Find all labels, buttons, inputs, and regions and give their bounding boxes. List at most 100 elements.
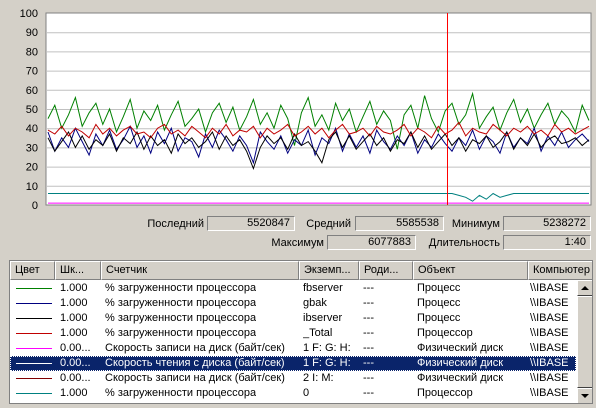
scroll-up-button[interactable] xyxy=(577,280,592,296)
cell-computer: \\IBASE xyxy=(530,327,569,339)
cell-parent: --- xyxy=(363,312,374,324)
cell-instance: 1 F: G: H: xyxy=(303,342,351,354)
series-line-3 xyxy=(47,130,590,170)
cell-instance: 2 I: M: xyxy=(303,372,334,384)
max-value: 6077883 xyxy=(327,235,416,250)
counter-row[interactable]: 1.000 % загруженности процессора fbserver -… xyxy=(10,281,576,296)
y-tick-label: 30 xyxy=(26,142,38,154)
column-header-instance[interactable]: Экземп... xyxy=(299,261,359,280)
duration-value: 1:40 xyxy=(503,235,591,250)
cell-object: Физический диск xyxy=(417,372,504,384)
cell-computer: \\IBASE xyxy=(530,342,569,354)
y-tick-label: 0 xyxy=(32,200,38,212)
series-line-1 xyxy=(47,91,590,150)
y-tick-label: 40 xyxy=(26,123,38,135)
color-swatch xyxy=(16,348,52,349)
cell-object: Физический диск xyxy=(417,342,504,354)
cell-object: Физический диск xyxy=(417,357,504,369)
cell-scale: 1.000 xyxy=(60,297,88,309)
arrow-up-icon xyxy=(581,286,589,290)
color-swatch xyxy=(16,393,52,394)
vertical-scrollbar[interactable] xyxy=(577,280,592,403)
counter-row[interactable]: 1.000 % загруженности процессора 0 --- Проце… xyxy=(10,386,576,401)
y-tick-label: 10 xyxy=(26,181,38,193)
cell-computer: \\IBASE xyxy=(530,282,569,294)
last-label: Последний xyxy=(147,218,204,230)
series-line-2 xyxy=(47,125,590,165)
series-line-4 xyxy=(47,121,590,139)
color-swatch xyxy=(16,303,52,304)
scroll-down-button[interactable] xyxy=(577,388,592,403)
cell-instance: _Total xyxy=(303,327,333,339)
cell-scale: 1.000 xyxy=(60,312,88,324)
counter-row[interactable]: 1.000 % загруженности процессора _Total ---… xyxy=(10,326,576,341)
column-header-color[interactable]: Цвет xyxy=(10,261,55,280)
cell-object: Процесс xyxy=(417,282,461,294)
color-swatch xyxy=(16,363,52,364)
cell-object: Процесс xyxy=(417,312,461,324)
avg-value: 5585538 xyxy=(355,216,444,231)
cell-scale: 1.000 xyxy=(60,387,88,399)
column-header-object[interactable]: Объект xyxy=(413,261,528,280)
min-value: 5238272 xyxy=(503,216,591,231)
cell-scale: 1.000 xyxy=(60,282,88,294)
cell-counter: Скорость записи на диск (байт/сек) xyxy=(105,372,285,384)
cell-counter: Скорость записи на диск (байт/сек) xyxy=(105,342,285,354)
cell-parent: --- xyxy=(363,357,374,369)
cell-computer: \\IBASE xyxy=(530,387,569,399)
color-swatch xyxy=(16,378,52,379)
cell-parent: --- xyxy=(363,297,374,309)
counter-row[interactable]: 0.00... Скорость чтения с диска (байт/сек… xyxy=(10,356,576,371)
color-swatch xyxy=(16,288,52,289)
y-tick-label: 100 xyxy=(20,8,38,20)
column-header-computer[interactable]: Компьютер xyxy=(528,261,592,280)
column-header-scale[interactable]: Шк... xyxy=(55,261,101,280)
cell-scale: 0.00... xyxy=(60,342,91,354)
color-swatch xyxy=(16,318,52,319)
cell-scale: 0.00... xyxy=(60,357,91,369)
y-tick-label: 70 xyxy=(26,66,38,78)
cell-counter: % загруженности процессора xyxy=(105,312,257,324)
performance-chart: 100 90 80 70 60 50 40 30 20 10 0 xyxy=(20,8,592,212)
cell-parent: --- xyxy=(363,327,374,339)
cell-counter: Скорость чтения с диска (байт/сек) xyxy=(105,357,285,369)
cell-computer: \\IBASE xyxy=(530,297,569,309)
cell-object: Процесс xyxy=(417,297,461,309)
cell-counter: % загруженности процессора xyxy=(105,282,257,294)
cell-counter: % загруженности процессора xyxy=(105,297,257,309)
cell-instance: fbserver xyxy=(303,282,343,294)
cell-scale: 0.00... xyxy=(60,372,91,384)
column-header-counter[interactable]: Счетчик xyxy=(101,261,299,280)
cell-counter: % загруженности процессора xyxy=(105,387,257,399)
column-header-parent[interactable]: Роди... xyxy=(359,261,413,280)
avg-label: Средний xyxy=(306,218,351,230)
cell-instance: gbak xyxy=(303,297,327,309)
cell-instance: 0 xyxy=(303,387,310,399)
cell-computer: \\IBASE xyxy=(530,312,569,324)
last-value: 5520847 xyxy=(207,216,295,231)
counter-list: Цвет Шк... Счетчик Экземп... Роди... Объ… xyxy=(9,260,593,404)
max-label: Максимум xyxy=(271,237,324,249)
cell-object: Процессор xyxy=(417,387,473,399)
counter-row[interactable]: 1.000 % загруженности процессора gbak --- Пр… xyxy=(10,296,576,311)
cell-parent: --- xyxy=(363,387,374,399)
y-tick-label: 90 xyxy=(26,27,38,39)
scroll-thumb[interactable] xyxy=(577,296,592,388)
min-label: Минимум xyxy=(451,218,500,230)
column-header-row: Цвет Шк... Счетчик Экземп... Роди... Объ… xyxy=(10,261,592,280)
cell-counter: % загруженности процессора xyxy=(105,327,257,339)
cell-parent: --- xyxy=(363,282,374,294)
cell-parent: --- xyxy=(363,342,374,354)
y-tick-label: 50 xyxy=(26,104,38,116)
counter-row[interactable]: 1.000 % загруженности процессора ibserver -… xyxy=(10,311,576,326)
counter-row[interactable]: 0.00... Скорость записи на диск (байт/сек… xyxy=(10,341,576,356)
cell-computer: \\IBASE xyxy=(530,357,569,369)
duration-label: Длительность xyxy=(428,237,500,249)
cell-parent: --- xyxy=(363,372,374,384)
y-tick-label: 20 xyxy=(26,162,38,174)
counter-row[interactable]: 0.00... Скорость записи на диск (байт/сек… xyxy=(10,371,576,386)
color-swatch xyxy=(16,333,52,334)
cell-object: Процессор xyxy=(417,327,473,339)
y-tick-label: 80 xyxy=(26,46,38,58)
